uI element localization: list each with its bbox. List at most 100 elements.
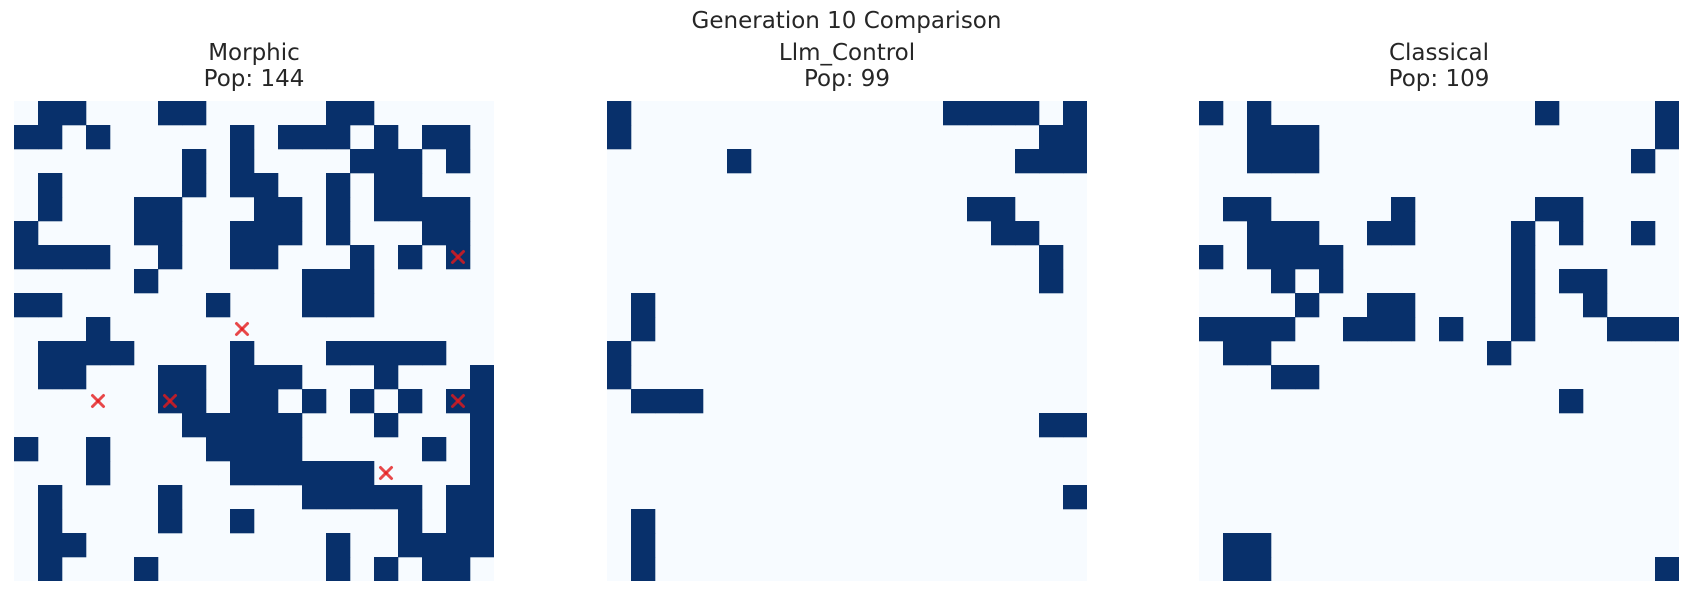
live-cell: [1319, 245, 1344, 270]
live-cell: [158, 221, 183, 246]
live-cell: [230, 389, 255, 414]
live-cell: [278, 413, 303, 438]
grid-classical: [1199, 101, 1679, 581]
live-cell: [230, 341, 255, 366]
live-cell: [398, 149, 423, 174]
live-cell: [182, 101, 207, 126]
live-cell: [38, 125, 63, 150]
live-cell: [1223, 197, 1248, 222]
live-cell: [1247, 245, 1272, 270]
live-cell: [631, 509, 656, 534]
live-cell: [254, 389, 279, 414]
live-cell: [230, 437, 255, 462]
live-cell: [1511, 245, 1536, 270]
grid-llm-control: [607, 101, 1087, 581]
live-cell: [1271, 221, 1296, 246]
live-cell: [1367, 293, 1392, 318]
live-cell: [1439, 317, 1464, 342]
live-cell: [398, 533, 423, 558]
live-cell: [1583, 269, 1608, 294]
live-cell: [134, 221, 159, 246]
live-cell: [1039, 245, 1064, 270]
live-cell: [1015, 101, 1040, 126]
live-cell: [86, 245, 111, 270]
live-cell: [422, 341, 447, 366]
live-cell: [991, 197, 1016, 222]
live-cell: [1511, 221, 1536, 246]
live-cell: [230, 149, 255, 174]
live-cell: [38, 173, 63, 198]
live-cell: [1391, 221, 1416, 246]
live-cell: [302, 125, 327, 150]
live-cell: [374, 197, 399, 222]
live-cell: [158, 197, 183, 222]
live-cell: [326, 101, 351, 126]
live-cell: [1039, 413, 1064, 438]
live-cell: [1271, 245, 1296, 270]
live-cell: [326, 173, 351, 198]
live-cell: [1583, 293, 1608, 318]
live-cell: [350, 485, 375, 510]
live-cell: [470, 437, 494, 462]
live-cell: [38, 485, 63, 510]
live-cell: [230, 221, 255, 246]
live-cell: [254, 221, 279, 246]
live-cell: [1487, 341, 1512, 366]
live-cell: [607, 101, 632, 126]
live-cell: [38, 557, 63, 581]
live-cell: [278, 365, 303, 390]
live-cell: [278, 125, 303, 150]
live-cell: [1655, 317, 1679, 342]
live-cell: [38, 245, 63, 270]
live-cell: [1607, 317, 1632, 342]
live-cell: [1655, 125, 1679, 150]
figure-title: Generation 10 Comparison: [691, 8, 1002, 34]
panel-classical: Classical Pop: 109: [1199, 0, 1679, 595]
live-cell: [446, 149, 471, 174]
live-cell: [14, 437, 39, 462]
live-cell: [422, 557, 447, 581]
live-cell: [182, 365, 207, 390]
live-cell: [254, 365, 279, 390]
live-cell: [470, 413, 494, 438]
live-cell: [1367, 221, 1392, 246]
live-cell: [1247, 149, 1272, 174]
live-cell: [62, 101, 87, 126]
grid-morphic: [14, 101, 494, 581]
live-cell: [1559, 269, 1584, 294]
live-cell: [350, 461, 375, 486]
live-cell: [1295, 245, 1320, 270]
live-cell: [62, 365, 87, 390]
live-cell: [1631, 149, 1656, 174]
live-cell: [1247, 533, 1272, 558]
live-cell: [1343, 317, 1368, 342]
live-cell: [158, 509, 183, 534]
live-cell: [1015, 221, 1040, 246]
live-cell: [374, 365, 399, 390]
live-cell: [62, 245, 87, 270]
live-cell: [254, 437, 279, 462]
live-cell: [446, 557, 471, 581]
live-cell: [326, 341, 351, 366]
marker-x: [235, 322, 249, 336]
panel-title-name: Morphic: [208, 40, 300, 66]
live-cell: [326, 197, 351, 222]
live-cell: [14, 293, 39, 318]
live-cell: [1295, 149, 1320, 174]
live-cell: [14, 245, 39, 270]
live-cell: [991, 101, 1016, 126]
live-cell: [1247, 317, 1272, 342]
live-cell: [350, 101, 375, 126]
live-cell: [38, 293, 63, 318]
live-cell: [206, 293, 231, 318]
live-cell: [1559, 197, 1584, 222]
live-cell: [62, 533, 87, 558]
live-cell: [350, 293, 375, 318]
live-cell: [607, 365, 632, 390]
live-cell: [278, 221, 303, 246]
live-cell: [727, 149, 752, 174]
live-cell: [230, 173, 255, 198]
live-cell: [1199, 101, 1224, 126]
live-cell: [398, 389, 423, 414]
live-cell: [422, 533, 447, 558]
